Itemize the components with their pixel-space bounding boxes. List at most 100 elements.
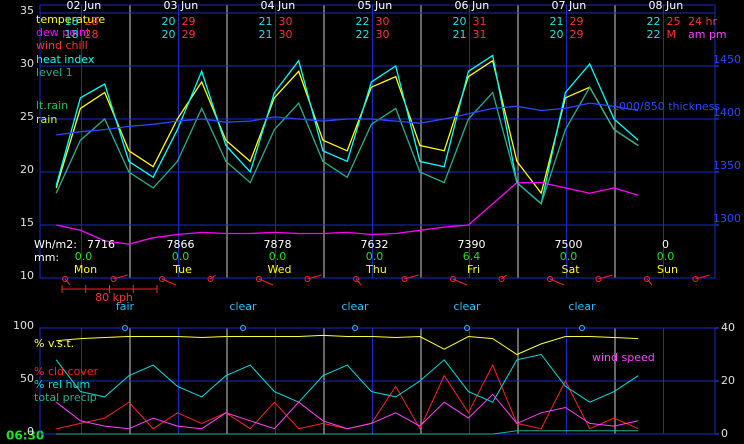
- min-value: 20: [162, 15, 176, 28]
- condition-marker: [464, 325, 470, 331]
- max-value: 29: [182, 28, 196, 41]
- y-tick-label: 50: [20, 372, 34, 385]
- date-label: 03 Jun: [164, 0, 199, 12]
- date-label: 02 Jun: [67, 0, 102, 12]
- wind-marker: [401, 276, 408, 282]
- legend-label: % cld cover: [34, 365, 99, 378]
- wind-arrow: [598, 274, 613, 280]
- y-tick-label: 15: [20, 216, 34, 229]
- series-line: [55, 59, 639, 195]
- wind-marker: [450, 276, 456, 282]
- legend-label: 1000/850 thickness: [612, 100, 720, 113]
- wind-arrow: [258, 278, 274, 286]
- condition-marker: [240, 325, 246, 331]
- series-line: [55, 85, 639, 205]
- max-value: 29: [570, 28, 584, 41]
- series-line: [55, 353, 639, 403]
- time-label: 06:30: [6, 429, 44, 443]
- legend-label: level 1: [36, 66, 73, 79]
- y2-tick-label: 1350: [713, 159, 741, 172]
- y2-tick-label: 1400: [713, 106, 741, 119]
- min-value: 22: [647, 15, 661, 28]
- series-line: [55, 393, 639, 430]
- min-value: 22: [356, 15, 370, 28]
- rain-value: 0.0: [172, 250, 190, 263]
- max-value: 29: [182, 15, 196, 28]
- y2-tick-label: 40: [721, 321, 735, 334]
- rain-value: 0.0: [560, 250, 578, 263]
- legend-label: dew point: [36, 26, 91, 39]
- wind-arrow: [307, 274, 322, 280]
- wind-arrow: [64, 278, 71, 286]
- series-line: [56, 363, 639, 430]
- max-value: M: [667, 28, 677, 41]
- y2-tick-label: 1300: [713, 212, 741, 225]
- wind-arrow: [501, 274, 507, 280]
- min-value: 22: [356, 28, 370, 41]
- day-label: Sun: [657, 263, 678, 276]
- legend-label: % v.s.t.: [34, 337, 74, 350]
- wind-arrow: [355, 278, 362, 286]
- y2-tick-label: 1450: [713, 53, 741, 66]
- row-label: am pm: [688, 28, 727, 41]
- date-label: 04 Jun: [261, 0, 296, 12]
- day-label: Mon: [74, 263, 97, 276]
- energy-value: 7632: [361, 238, 389, 251]
- wind-marker: [256, 276, 262, 282]
- min-value: 20: [453, 15, 467, 28]
- rain-value: 0.0: [75, 250, 93, 263]
- max-value: 30: [279, 15, 293, 28]
- wind-marker: [304, 276, 311, 282]
- energy-value: 0: [662, 238, 669, 251]
- series-line: [56, 334, 639, 356]
- min-value: 21: [259, 28, 273, 41]
- date-label: 06 Jun: [455, 0, 490, 12]
- wind-marker: [547, 276, 553, 282]
- wind-arrow: [452, 278, 468, 286]
- wind-marker: [498, 276, 505, 282]
- series-line: [56, 430, 639, 435]
- rain-value: 0.0: [366, 250, 384, 263]
- y2-tick-label: 20: [721, 374, 735, 387]
- wind-marker: [692, 276, 699, 282]
- wind-arrow: [210, 274, 216, 280]
- wind-scale-label: 80 kph: [95, 291, 133, 304]
- wind-arrow: [646, 278, 653, 286]
- y-tick-label: 100: [13, 319, 34, 332]
- max-value: 30: [376, 28, 390, 41]
- y-tick-label: 10: [20, 269, 34, 282]
- legend-label: wind chill: [36, 39, 88, 52]
- wind-marker: [595, 276, 602, 282]
- max-value: 30: [376, 15, 390, 28]
- legend-label: lt.rain: [36, 99, 68, 112]
- max-value: 25: [667, 15, 681, 28]
- date-label: 08 Jun: [649, 0, 684, 12]
- min-value: 21: [259, 15, 273, 28]
- date-label: 05 Jun: [358, 0, 393, 12]
- condition-label: clear: [453, 300, 481, 313]
- wind-arrow: [695, 274, 710, 280]
- condition-label: clear: [568, 300, 596, 313]
- condition-label: fair: [116, 300, 135, 313]
- max-value: 31: [473, 15, 487, 28]
- row-label: 24 hr: [688, 15, 717, 28]
- energy-value: 7716: [87, 238, 115, 251]
- wind-marker: [159, 276, 165, 282]
- min-value: 21: [550, 15, 564, 28]
- legend-label: temperature: [36, 13, 105, 26]
- rain-value: 0.0: [657, 250, 675, 263]
- y-tick-label: 20: [20, 163, 34, 176]
- wind-arrow: [113, 274, 128, 280]
- day-label: Tue: [172, 263, 192, 276]
- day-label: Wed: [268, 263, 292, 276]
- date-label: 07 Jun: [552, 0, 587, 12]
- series-line: [56, 102, 639, 136]
- day-label: Sat: [561, 263, 580, 276]
- wind-marker: [207, 276, 214, 282]
- y-tick-label: 35: [20, 4, 34, 17]
- y2-tick-label: 0: [721, 427, 728, 440]
- wind-marker: [644, 276, 650, 282]
- max-value: 30: [279, 28, 293, 41]
- condition-marker: [352, 325, 358, 331]
